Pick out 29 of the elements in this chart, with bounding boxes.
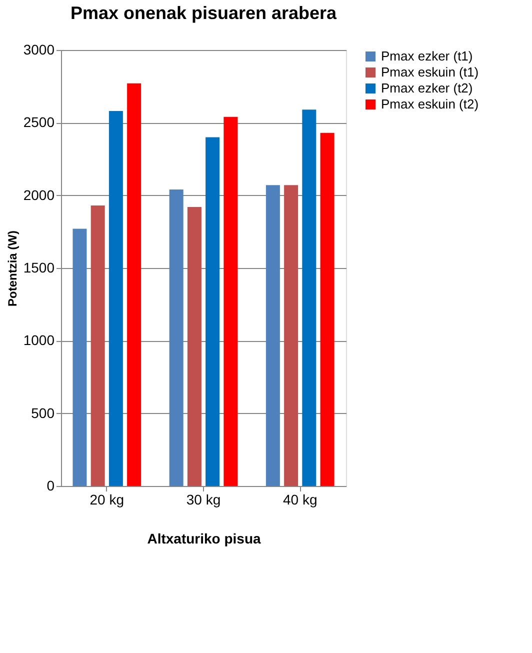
y-tick-label: 1000 <box>23 332 55 348</box>
bar <box>72 228 87 486</box>
y-tick-label: 0 <box>46 478 55 494</box>
bar <box>224 116 238 486</box>
bar <box>320 132 334 486</box>
bar <box>206 137 220 486</box>
bar <box>302 110 316 486</box>
y-tick-label: 2000 <box>23 186 55 203</box>
y-tick-label: 1500 <box>23 260 55 276</box>
bar <box>169 190 184 486</box>
chart-title: Pmax onenak pisuaren arabera <box>70 3 338 23</box>
bar <box>90 206 105 486</box>
bar <box>108 111 123 486</box>
x-axis-title: Altxaturiko pisua <box>147 530 261 546</box>
legend-label: Pmax ezker (t2) <box>381 80 473 96</box>
bar <box>127 83 142 486</box>
x-tick-label: 40 kg <box>282 492 318 508</box>
y-tick-label: 3000 <box>23 42 55 58</box>
y-tick-label: 500 <box>31 404 55 421</box>
x-tick-label: 20 kg <box>90 492 124 508</box>
legend-label: Pmax ezker (t1) <box>381 48 473 64</box>
bar <box>284 185 298 486</box>
legend-label: Pmax eskuin (t2) <box>381 96 479 112</box>
legend-label: Pmax eskuin (t1) <box>381 64 479 80</box>
y-tick-label: 2500 <box>23 114 55 130</box>
y-axis-title: Potentzia (W) <box>5 230 20 306</box>
bar <box>266 185 280 486</box>
bar <box>187 206 202 486</box>
x-tick-label: 30 kg <box>186 492 221 508</box>
